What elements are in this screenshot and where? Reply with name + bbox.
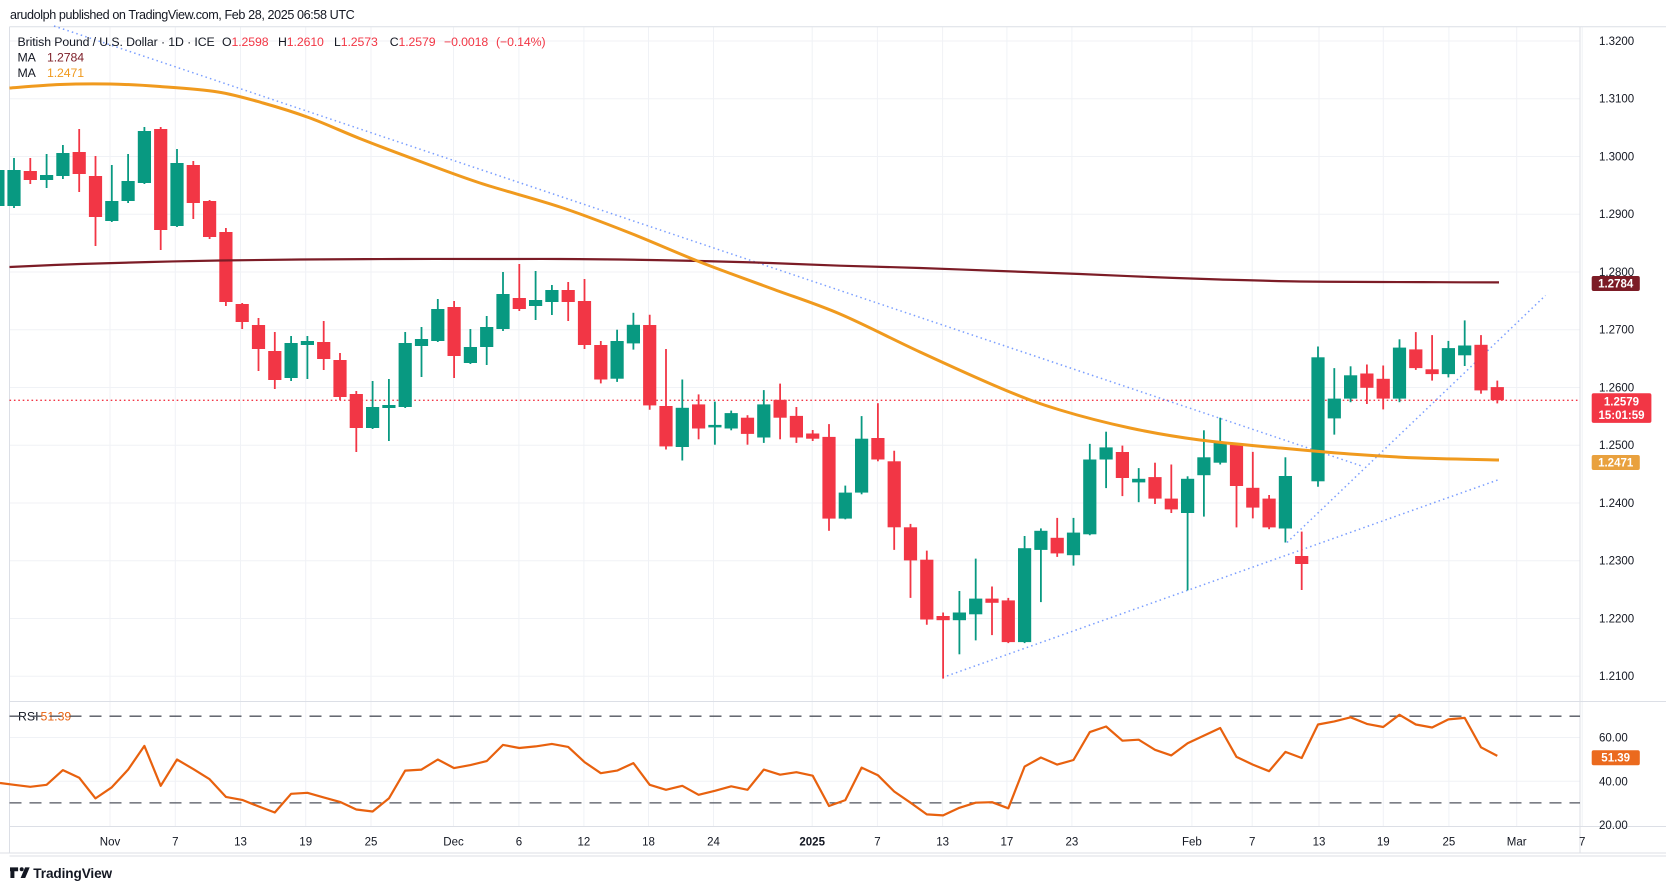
svg-text:7: 7 [874,837,880,849]
svg-text:British Pound / U.S. Dollar ·: British Pound / U.S. Dollar · 1D · ICE O1… [18,35,546,49]
svg-text:7: 7 [1579,837,1585,849]
svg-text:7: 7 [172,837,178,849]
svg-text:Mar: Mar [1507,837,1527,849]
svg-text:TradingView: TradingView [33,866,112,881]
svg-text:40.00: 40.00 [1599,776,1628,788]
svg-text:1.2500: 1.2500 [1599,440,1634,452]
svg-text:25: 25 [1443,837,1456,849]
svg-text:7: 7 [1249,837,1255,849]
svg-text:6: 6 [516,837,522,849]
svg-text:1.3200: 1.3200 [1599,36,1634,48]
svg-text:19: 19 [299,837,312,849]
svg-text:2025: 2025 [799,837,825,849]
svg-text:13: 13 [1313,837,1326,849]
svg-text:25: 25 [365,837,378,849]
svg-text:1.2600: 1.2600 [1599,383,1634,395]
svg-text:1.2400: 1.2400 [1599,498,1634,510]
svg-text:23: 23 [1066,837,1079,849]
svg-text:60.00: 60.00 [1599,733,1628,745]
svg-text:MA1.2471: MA 1.2471 [18,66,85,80]
svg-text:1.2200: 1.2200 [1599,614,1634,626]
svg-text:1.2700: 1.2700 [1599,325,1634,337]
svg-text:MA1.2784: MA 1.2784 [18,50,85,64]
svg-text:1.3100: 1.3100 [1599,94,1634,106]
svg-text:19: 19 [1377,837,1390,849]
svg-text:1.2579: 1.2579 [1604,396,1639,408]
svg-text:51.39: 51.39 [1601,753,1630,765]
svg-text:1.2784: 1.2784 [1598,279,1634,291]
svg-text:24: 24 [707,837,720,849]
svg-text:Nov: Nov [100,837,121,849]
svg-text:Feb: Feb [1182,837,1202,849]
svg-text:1.2100: 1.2100 [1599,671,1634,683]
svg-text:18: 18 [642,837,655,849]
svg-text:1.2471: 1.2471 [1598,458,1634,470]
svg-text:20.00: 20.00 [1599,820,1628,832]
svg-text:1.3000: 1.3000 [1599,152,1634,164]
svg-text:arudolph published on TradingV: arudolph published on TradingView.com, F… [10,8,355,22]
svg-text:13: 13 [936,837,949,849]
svg-text:15:01:59: 15:01:59 [1598,410,1644,422]
svg-text:17: 17 [1001,837,1014,849]
svg-text:13: 13 [234,837,247,849]
svg-text:12: 12 [578,837,591,849]
svg-text:Dec: Dec [443,837,464,849]
svg-text:1.2900: 1.2900 [1599,209,1634,221]
svg-text:1.2300: 1.2300 [1599,556,1634,568]
